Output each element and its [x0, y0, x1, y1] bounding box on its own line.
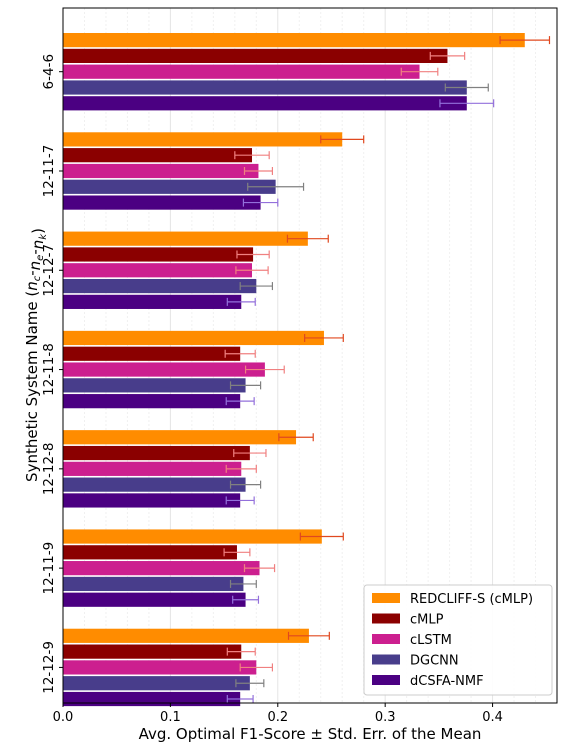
x-tick-label: 0.3: [375, 710, 396, 725]
bar: [63, 232, 308, 246]
bar: [63, 493, 240, 507]
x-tick-label: 0.4: [482, 710, 503, 725]
bar: [63, 660, 256, 674]
legend-swatch: [372, 655, 400, 665]
legend-label: dCSFA-NMF: [410, 674, 484, 689]
legend-swatch: [372, 675, 400, 685]
bar: [63, 247, 253, 261]
y-axis-title-var: n: [23, 281, 41, 291]
bar: [63, 96, 467, 110]
y-axis-category-labels: 6-4-612-11-712-12-712-11-812-12-812-11-9…: [41, 54, 63, 694]
bar: [63, 33, 525, 47]
bar: [63, 279, 256, 293]
y-axis-title-text: Synthetic System Name (: [23, 291, 41, 482]
bar: [63, 529, 322, 543]
bar: [63, 629, 309, 643]
y-category-label: 6-4-6: [41, 54, 57, 90]
bar: [63, 430, 296, 444]
bar: [63, 394, 240, 408]
bar: [63, 545, 237, 559]
x-tick-label: 0.2: [267, 710, 288, 725]
bar: [63, 478, 246, 492]
bar: [63, 378, 246, 392]
x-axis-title: Avg. Optimal F1-Score ± Std. Err. of the…: [139, 725, 482, 743]
bar: [63, 577, 243, 591]
bar: [63, 362, 265, 376]
bar: [63, 49, 447, 63]
y-category-label: 12-12-9: [41, 641, 57, 694]
bar: [63, 164, 258, 178]
bar: [63, 132, 342, 146]
bar: [63, 462, 241, 476]
x-axis-ticks: 0.0 0.1 0.2 0.3 0.4: [53, 703, 503, 725]
legend-swatch: [372, 614, 400, 624]
legend-label: cMLP: [410, 613, 444, 628]
x-tick-label: 0.1: [160, 710, 181, 725]
bar: [63, 180, 276, 194]
y-category-label: 12-11-9: [41, 542, 57, 595]
bar: [63, 263, 252, 277]
bar: [63, 148, 252, 162]
bar: [63, 65, 420, 79]
bar: [63, 645, 241, 659]
y-axis-title-var: n: [29, 240, 47, 250]
bar: [63, 331, 324, 345]
legend: REDCLIFF-S (cMLP) cMLP cLSTM DGCNN dCSFA-NMF: [364, 585, 552, 695]
legend-label: cLSTM: [410, 633, 452, 648]
legend-label: DGCNN: [410, 654, 459, 669]
y-axis-title-text: ): [29, 228, 47, 234]
x-tick-label: 0.0: [53, 710, 74, 725]
legend-label: REDCLIFF-S (cMLP): [410, 592, 533, 607]
bar: [63, 561, 260, 575]
legend-swatch: [372, 634, 400, 644]
bar: [63, 676, 250, 690]
bar: [63, 295, 241, 309]
y-category-label: 12-12-8: [41, 442, 57, 495]
bar: [63, 692, 240, 706]
y-category-label: 12-11-7: [41, 145, 57, 198]
legend-swatch: [372, 593, 400, 603]
bar: [63, 593, 246, 607]
y-axis-title-var: n: [26, 261, 44, 271]
y-category-label: 12-11-8: [41, 343, 57, 396]
bar: [63, 347, 240, 361]
bar: [63, 195, 261, 209]
bar: [63, 80, 467, 94]
bar: [63, 446, 250, 460]
